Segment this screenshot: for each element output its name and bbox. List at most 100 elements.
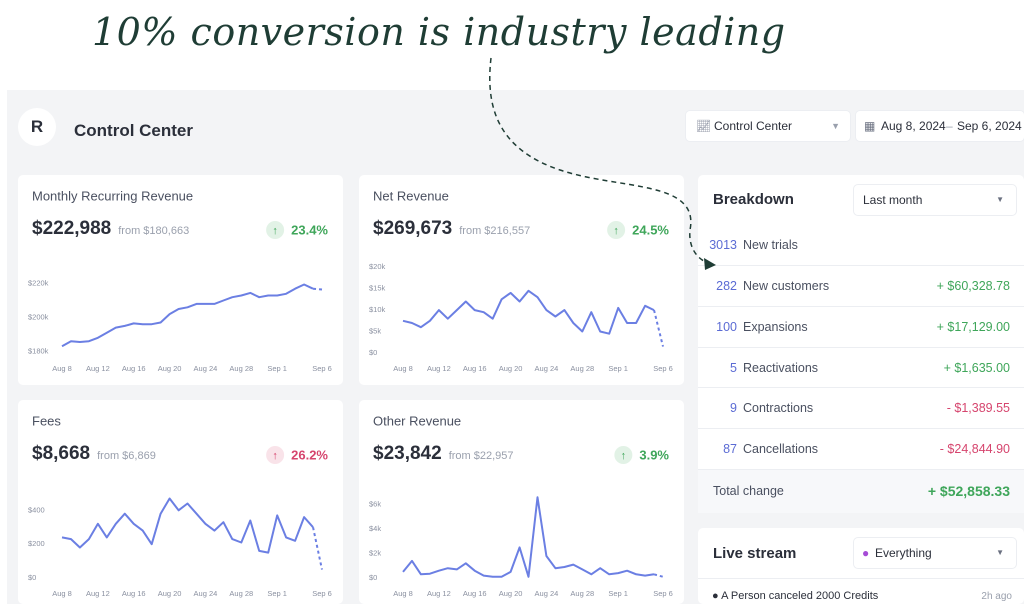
line [402, 496, 655, 578]
y-tick-label: $4k [369, 524, 381, 533]
x-tick-label: Aug 12 [427, 589, 451, 598]
card-value: $269,673 [373, 218, 452, 239]
change: 23.4% [291, 222, 328, 237]
divider [698, 578, 1024, 579]
x-tick-label: Aug 24 [194, 589, 218, 598]
view-select-label: Control Center [714, 119, 793, 133]
amount: + $1,635.00 [943, 361, 1010, 375]
y-tick-label: $20k [369, 262, 386, 271]
y-tick-label: $0 [369, 573, 377, 582]
count: 5 [730, 361, 737, 375]
date-sep: – [946, 119, 953, 133]
trend-arrow: ↑ [272, 225, 278, 237]
x-tick-label: Aug 28 [570, 589, 594, 598]
trend-arrow: ↑ [613, 225, 619, 237]
breakdown-row: 5 Reactivations + $1,635.00 [698, 347, 1024, 388]
period-label: Last month [863, 193, 923, 207]
x-tick-label: Aug 8 [52, 364, 72, 373]
x-tick-label: Aug 28 [229, 589, 253, 598]
metric-card: Other Revenue $23,842 from $22,957 3.9% ↑ $0 $… [359, 400, 684, 604]
x-tick-label: Aug 20 [499, 589, 523, 598]
x-tick-label: Sep 1 [267, 364, 287, 373]
amount: + $17,129.00 [936, 320, 1010, 334]
y-tick-label: $200 [28, 539, 45, 548]
breakdown-row: 9 Contractions - $1,389.55 [698, 387, 1024, 428]
x-tick-label: Sep 1 [267, 589, 287, 598]
count: 100 [716, 320, 737, 334]
label: Reactivations [743, 361, 819, 375]
total-row: Total change + $52,858.33 [698, 469, 1024, 513]
x-tick-label: Sep 1 [608, 589, 628, 598]
x-tick-label: Aug 20 [158, 589, 182, 598]
label: Cancellations [743, 442, 819, 456]
live-stream-panel: Live stream ● Everything ▼ ● A Person ca… [698, 528, 1024, 604]
x-tick-label: Aug 24 [535, 589, 559, 598]
date-from: Aug 8, 2024 [881, 119, 946, 133]
y-tick-label: $2k [369, 549, 381, 558]
projected-segment [312, 527, 323, 570]
breakdown-row: 3013 New trials [698, 225, 1024, 265]
breakdown-row: 87 Cancellations - $24,844.90 [698, 428, 1024, 469]
total-amount: + $52,858.33 [927, 483, 1010, 499]
card-chart: Monthly Recurring Revenue $222,988 from $1… [28, 188, 332, 373]
card-from: from $216,557 [459, 225, 530, 237]
x-tick-label: Aug 20 [499, 364, 523, 373]
card-value: $23,842 [373, 443, 442, 464]
label: New customers [743, 279, 830, 293]
trend-icon [266, 221, 285, 239]
y-tick-label: $15k [369, 284, 386, 293]
y-tick-label: $0 [28, 573, 36, 582]
breakdown-title: Breakdown [713, 191, 794, 208]
x-tick-label: Aug 16 [463, 589, 487, 598]
card-value: $8,668 [32, 443, 90, 464]
x-tick-label: Sep 6 [653, 589, 673, 598]
line [61, 497, 314, 554]
projected-segment [312, 287, 323, 291]
y-tick-label: $10k [369, 305, 386, 314]
y-tick-label: $220k [28, 279, 49, 288]
card-title: Fees [32, 413, 61, 428]
trend-icon [266, 446, 285, 464]
date-range[interactable]: ▦ Aug 8, 2024 – Sep 6, 2024 [856, 111, 1024, 141]
y-tick-label: $180k [28, 346, 49, 355]
x-tick-label: Sep 6 [312, 364, 332, 373]
card-title: Other Revenue [373, 413, 461, 428]
x-tick-label: Sep 6 [312, 589, 332, 598]
x-tick-label: Aug 8 [393, 364, 413, 373]
logo[interactable]: R [18, 108, 56, 146]
label: New trials [743, 238, 798, 252]
count: 282 [716, 279, 737, 293]
label: Contractions [743, 401, 814, 415]
y-tick-label: $0 [369, 348, 377, 357]
trend-icon [614, 446, 633, 464]
y-tick-label: $6k [369, 500, 381, 509]
trend-arrow: ↑ [272, 450, 278, 462]
x-tick-label: Aug 24 [194, 364, 218, 373]
page-title: Control Center [74, 121, 193, 140]
amount: - $1,389.55 [946, 401, 1010, 415]
count: 9 [730, 401, 737, 415]
period-select[interactable]: Last month ▼ [854, 185, 1016, 215]
filter-label: Everything [875, 546, 932, 560]
view-select[interactable]: 📈︎ Control Center ▼ [686, 111, 850, 141]
y-tick-label: $5k [369, 327, 381, 336]
event: A Person canceled 2000 Credits [721, 590, 879, 602]
card-value: $222,988 [32, 218, 111, 239]
trend-arrow: ↑ [621, 450, 627, 462]
change: 26.2% [291, 447, 328, 462]
change: 24.5% [632, 222, 669, 237]
card-from: from $22,957 [449, 450, 514, 462]
projected-segment [653, 573, 664, 578]
filter-select[interactable]: ● Everything ▼ [854, 538, 1016, 568]
y-tick-label: $200k [28, 312, 49, 321]
x-tick-label: Aug 8 [52, 589, 72, 598]
count: 3013 [709, 238, 737, 252]
x-tick-label: Aug 28 [229, 364, 253, 373]
amount: + $60,328.78 [936, 279, 1010, 293]
x-tick-label: Aug 16 [122, 364, 146, 373]
x-tick-label: Sep 1 [608, 364, 628, 373]
x-tick-label: Aug 16 [122, 589, 146, 598]
line [61, 283, 314, 348]
count: 87 [723, 442, 737, 456]
y-tick-label: $400 [28, 505, 45, 514]
